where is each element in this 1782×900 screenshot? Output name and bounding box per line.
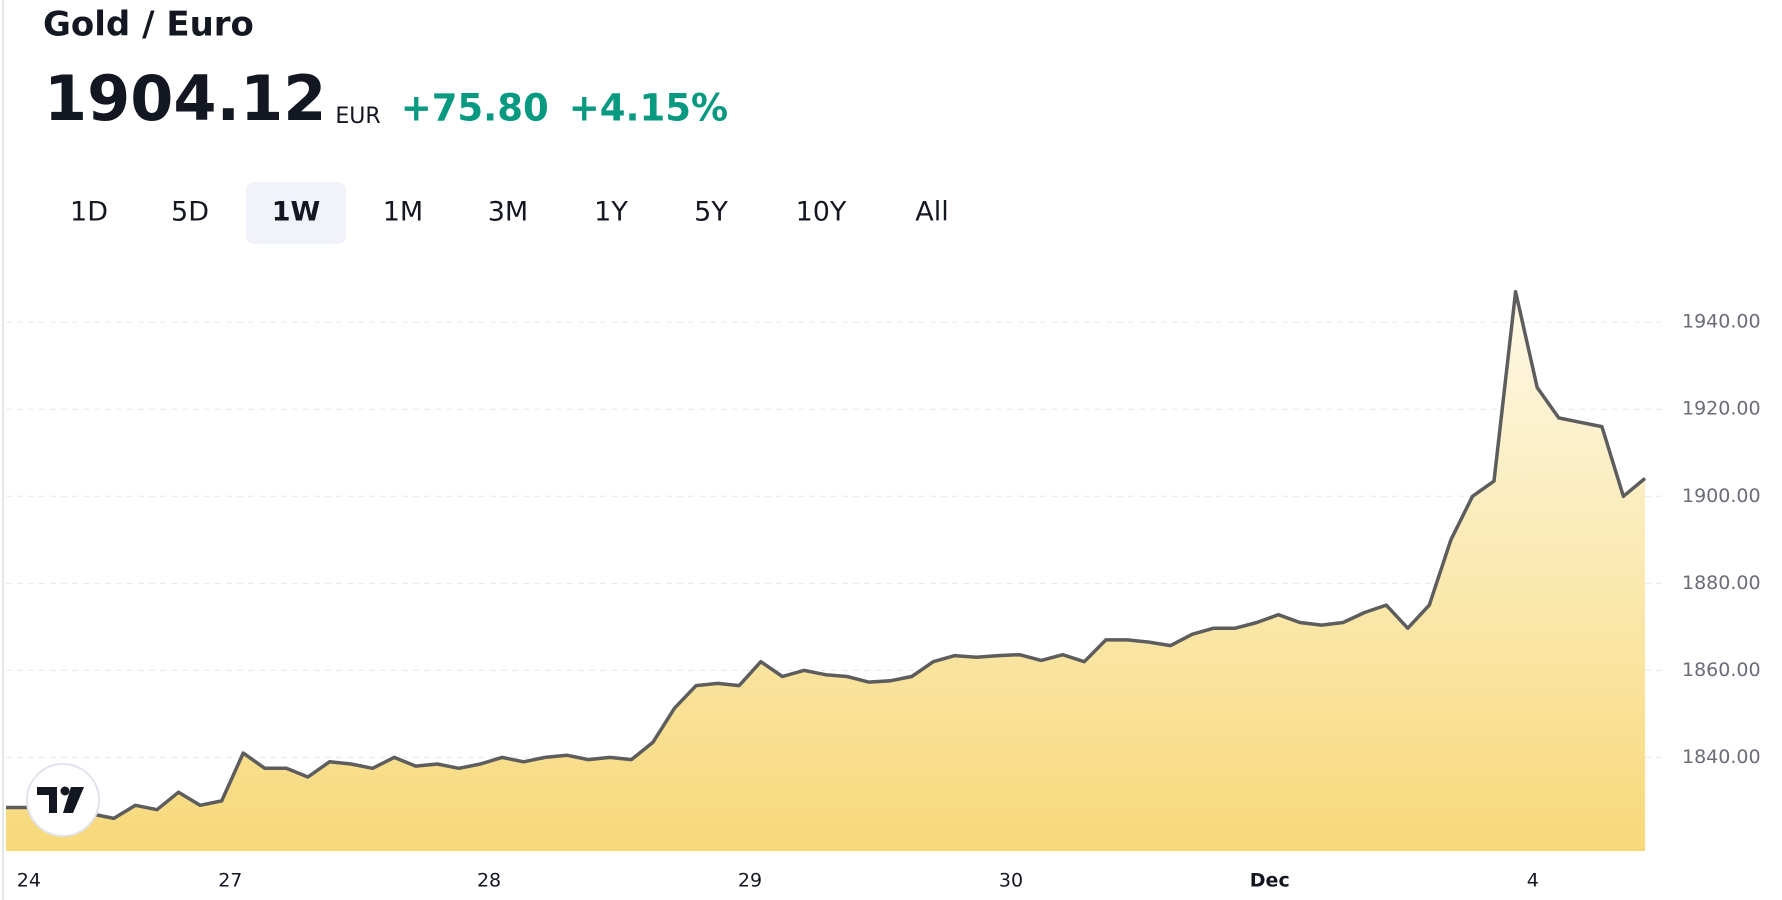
tab[interactable]: 3M xyxy=(488,197,528,228)
tab[interactable]: 1Y xyxy=(594,197,628,228)
tab[interactable]: 1W xyxy=(246,182,346,244)
tradingview-logo xyxy=(26,763,100,837)
price-line xyxy=(6,289,1647,821)
y-tick-label: 1860.00 xyxy=(1682,659,1761,681)
area-fill xyxy=(6,291,1645,851)
tab-label[interactable]: 5Y xyxy=(694,197,728,228)
x-tick-label: 30 xyxy=(999,870,1023,892)
change: +75.80 xyxy=(401,87,549,130)
plot: 1840.00 1860.00 1880.00 1900.00 1920.00 1940.… xyxy=(6,289,1761,892)
currency: EUR xyxy=(335,104,380,129)
y-tick-label: 1900.00 xyxy=(1682,485,1761,507)
tab[interactable]: 1M xyxy=(383,197,423,228)
y-tick-label: 1840.00 xyxy=(1682,746,1761,768)
y-tick-label: 1940.00 xyxy=(1682,311,1761,333)
tab-label[interactable]: 5D xyxy=(171,197,209,228)
timeframe-tabs: 1D 5D 1W 1M 3M 1Y 5Y 10Y All xyxy=(70,182,949,244)
x-tick-label: 4 xyxy=(1527,870,1539,892)
x-tick-label: 27 xyxy=(218,870,242,892)
tab-label[interactable]: 1D xyxy=(70,197,108,228)
y-tick-label: 1920.00 xyxy=(1682,398,1761,420)
y-tick-label: 1880.00 xyxy=(1682,572,1761,594)
tab[interactable]: 10Y xyxy=(796,197,847,228)
x-tick-label: 28 xyxy=(477,870,501,892)
price: 1904.12 xyxy=(44,62,326,135)
tab[interactable]: 1D xyxy=(70,197,108,228)
tab-label[interactable]: 1M xyxy=(383,197,423,228)
x-tick-label: 24 xyxy=(17,870,41,892)
tab-highlight xyxy=(246,182,346,244)
tab[interactable]: 5Y xyxy=(694,197,728,228)
tab-label[interactable]: 1Y xyxy=(594,197,628,228)
tab-label[interactable]: 3M xyxy=(488,197,528,228)
x-tick-label: 29 xyxy=(738,870,762,892)
tab[interactable]: 5D xyxy=(171,197,209,228)
tab[interactable]: All xyxy=(915,197,948,228)
tab-label[interactable]: 10Y xyxy=(796,197,847,228)
x-tick-label: Dec xyxy=(1250,870,1290,892)
change-percent: +4.15% xyxy=(569,87,728,130)
title: Gold / Euro xyxy=(43,5,254,45)
tab-label[interactable]: 1W xyxy=(272,197,321,228)
tab-label[interactable]: All xyxy=(915,197,948,228)
